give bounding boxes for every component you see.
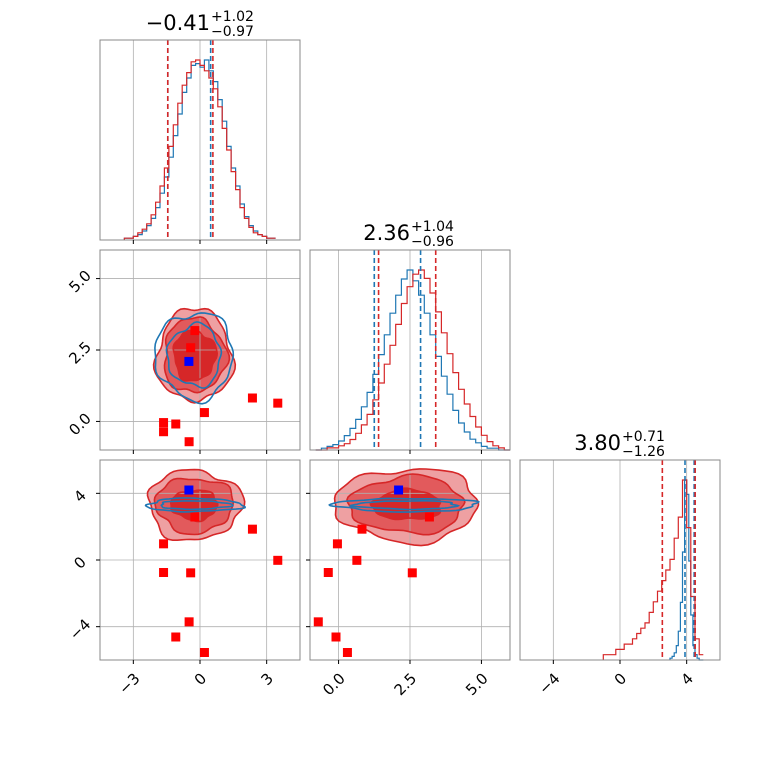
red-marker-0-1-8 xyxy=(273,398,283,408)
red-marker-0-1-5 xyxy=(190,326,200,336)
contour-red-0-2-level-0 xyxy=(146,468,246,541)
contour-blue-1-2-level-1 xyxy=(348,500,461,511)
red-marker-0-2-3 xyxy=(184,617,194,627)
histogram-red-param-1 xyxy=(315,269,510,451)
title-param-2-plus: +0.71 xyxy=(622,429,665,445)
title-param-2-value: 3.80 xyxy=(574,431,621,455)
red-marker-0-2-7 xyxy=(247,524,257,534)
contour-fill-layer xyxy=(147,308,479,546)
contour-blue-1-2-level-0 xyxy=(328,497,481,513)
red-marker-0-1-0 xyxy=(159,418,169,428)
red-marker-1-2-2 xyxy=(331,632,341,642)
red-marker-0-2-0 xyxy=(159,539,169,549)
histogram-red-param-0 xyxy=(123,59,276,240)
red-marker-0-2-2 xyxy=(171,632,181,642)
tick-label-y-param-1-2: 5.0 xyxy=(65,267,95,297)
contour-red-0-1-level-2 xyxy=(172,329,219,382)
title-param-0-value: −0.41 xyxy=(146,11,210,35)
red-marker-1-2-8 xyxy=(352,555,362,565)
title-param-2-minus: −1.26 xyxy=(622,444,665,460)
contour-red-0-1-level-0 xyxy=(152,307,237,404)
contour-red-1-2-level-1 xyxy=(346,473,466,536)
red-marker-0-1-1 xyxy=(159,427,169,437)
red-marker-0-1-7 xyxy=(247,393,257,403)
title-param-1-value: 2.36 xyxy=(363,221,410,245)
tick-label-x-param-1-2: 5.0 xyxy=(462,670,492,700)
red-marker-0-1-3 xyxy=(184,437,194,447)
contour-red-1-2-level-0 xyxy=(333,468,480,547)
tick-label-y-param-2-0: −4 xyxy=(66,615,94,643)
histogram-red-param-2 xyxy=(602,479,704,660)
red-marker-0-2-4 xyxy=(186,568,196,578)
red-marker-1-2-0 xyxy=(332,539,342,549)
red-marker-0-2-1 xyxy=(159,568,169,577)
tick-label-x-param-0-0: −3 xyxy=(115,670,143,698)
red-marker-1-2-5 xyxy=(424,512,434,522)
red-marker-0-1-4 xyxy=(186,343,196,353)
red-marker-0-1-6 xyxy=(199,408,209,418)
histogram-blue-param-1 xyxy=(315,269,510,451)
tick-label-x-param-2-2: 4 xyxy=(677,670,696,689)
blue-marker-1-2 xyxy=(394,485,404,495)
tick-label-y-param-1-1: 2.5 xyxy=(65,338,95,368)
red-marker-1-2-7 xyxy=(357,524,367,534)
tick-label-x-param-2-0: −4 xyxy=(535,670,563,698)
red-marker-0-1-2 xyxy=(171,419,181,429)
grid-layer xyxy=(100,40,688,660)
red-marker-0-2-6 xyxy=(199,648,209,657)
tick-label-y-param-2-2: 4 xyxy=(70,486,89,505)
title-param-1-minus: −0.96 xyxy=(411,234,454,250)
title-param-0-plus: +1.02 xyxy=(211,9,254,25)
red-marker-1-2-6 xyxy=(342,648,352,657)
title-param-1-plus: +1.04 xyxy=(411,219,454,235)
tick-label-x-param-0-2: 3 xyxy=(257,670,276,689)
title-param-0-minus: −0.97 xyxy=(211,24,254,40)
tick-label-x-param-1-1: 2.5 xyxy=(391,670,421,700)
tick-label-y-param-1-0: 0.0 xyxy=(65,409,95,439)
red-marker-0-2-5 xyxy=(190,512,200,522)
tick-label-y-param-2-1: 0 xyxy=(70,553,89,572)
contour-blue-0-1-level-1 xyxy=(165,321,223,389)
red-marker-1-2-3 xyxy=(313,617,323,627)
blue-marker-0-1 xyxy=(184,356,194,366)
tick-label-x-param-1-0: 0.0 xyxy=(319,670,349,700)
frame-layer xyxy=(96,39,721,664)
blue-marker-0-2 xyxy=(184,485,194,495)
red-marker-0-2-8 xyxy=(273,555,283,565)
tick-label-x-param-2-1: 0 xyxy=(611,670,630,689)
data-layer xyxy=(123,40,704,661)
contour-fill-0-1-level-2 xyxy=(173,330,218,381)
red-marker-1-2-4 xyxy=(407,568,417,578)
contour-blue-0-2-level-1 xyxy=(160,500,234,511)
red-marker-1-2-1 xyxy=(323,568,333,577)
contour-blue-0-2-level-0 xyxy=(144,497,246,513)
contour-red-0-2-level-2 xyxy=(169,489,219,523)
contour-blue-0-1-level-0 xyxy=(154,312,235,405)
contour-red-0-2-level-1 xyxy=(153,477,235,536)
tick-label-x-param-0-1: 0 xyxy=(191,670,210,689)
